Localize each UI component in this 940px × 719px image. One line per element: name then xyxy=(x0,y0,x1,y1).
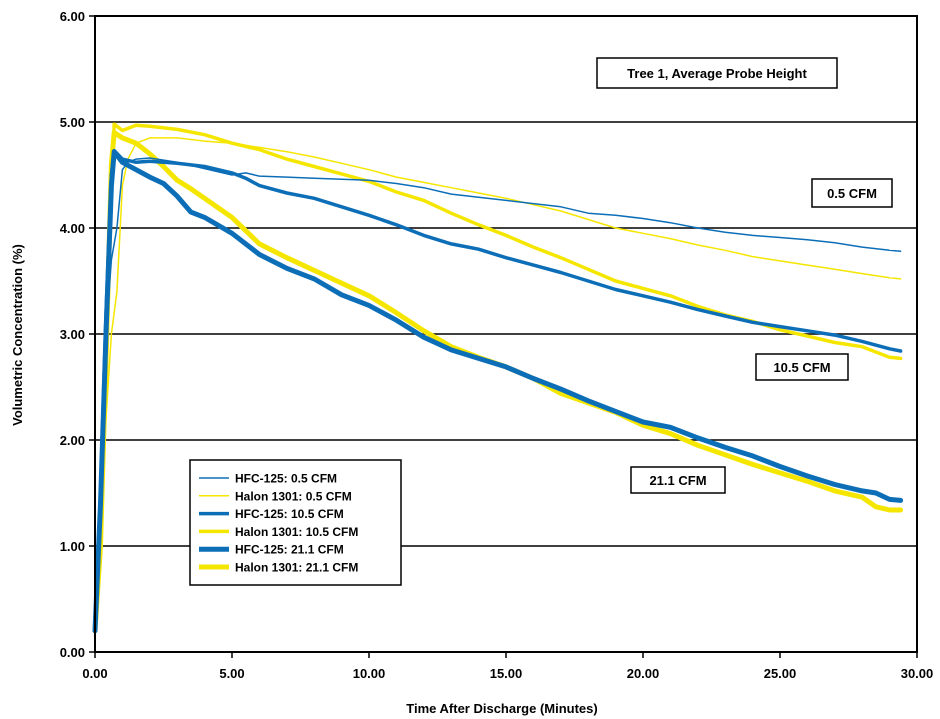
x-tick-label: 5.00 xyxy=(219,666,244,681)
tick-labels: 0.00 1.00 2.00 3.00 4.00 5.00 6.00 0.00 5.00 10.0… xyxy=(60,9,934,681)
annotation-05-text: 0.5 CFM xyxy=(827,186,877,201)
legend-label: HFC-125: 10.5 CFM xyxy=(235,507,344,521)
legend-label: Halon 1301: 10.5 CFM xyxy=(235,525,358,539)
x-tick-label: 30.00 xyxy=(901,666,934,681)
x-tick-label: 0.00 xyxy=(82,666,107,681)
x-axis-title: Time After Discharge (Minutes) xyxy=(406,701,597,716)
series-line-4 xyxy=(92,149,904,634)
legend-label: Halon 1301: 0.5 CFM xyxy=(235,489,352,503)
y-tick-label: 6.00 xyxy=(60,9,85,24)
annotation-title-box: Tree 1, Average Probe Height xyxy=(596,57,838,89)
series-lines xyxy=(92,122,904,634)
y-tick-label: 0.00 xyxy=(60,645,85,660)
x-tick-label: 25.00 xyxy=(764,666,797,681)
x-tick-label: 15.00 xyxy=(490,666,523,681)
y-tick-label: 2.00 xyxy=(60,433,85,448)
annotation-title-text: Tree 1, Average Probe Height xyxy=(627,66,807,81)
legend-label: HFC-125: 21.1 CFM xyxy=(235,543,344,557)
annotation-105-box: 10.5 CFM xyxy=(755,353,849,381)
series-line-2 xyxy=(93,148,903,633)
annotation-211-text: 21.1 CFM xyxy=(649,473,706,488)
plot-border xyxy=(94,15,918,653)
x-tick-label: 20.00 xyxy=(627,666,660,681)
y-tick-label: 3.00 xyxy=(60,327,85,342)
legend-label: HFC-125: 0.5 CFM xyxy=(235,472,337,486)
series-line-5 xyxy=(92,130,904,634)
y-tick-label: 4.00 xyxy=(60,221,85,236)
annotation-05-box: 0.5 CFM xyxy=(811,178,893,208)
plot-frame xyxy=(89,15,918,658)
x-tick-label: 10.00 xyxy=(353,666,386,681)
annotation-105-text: 10.5 CFM xyxy=(773,360,830,375)
legend: HFC-125: 0.5 CFM Halon 1301: 0.5 CFM HFC-1… xyxy=(189,459,402,586)
y-axis-title: Volumetric Concentration (%) xyxy=(10,244,25,426)
legend-label: Halon 1301: 21.1 CFM xyxy=(235,561,358,575)
y-tick-label: 5.00 xyxy=(60,115,85,130)
annotation-211-box: 21.1 CFM xyxy=(630,466,726,494)
y-tick-label: 1.00 xyxy=(60,539,85,554)
